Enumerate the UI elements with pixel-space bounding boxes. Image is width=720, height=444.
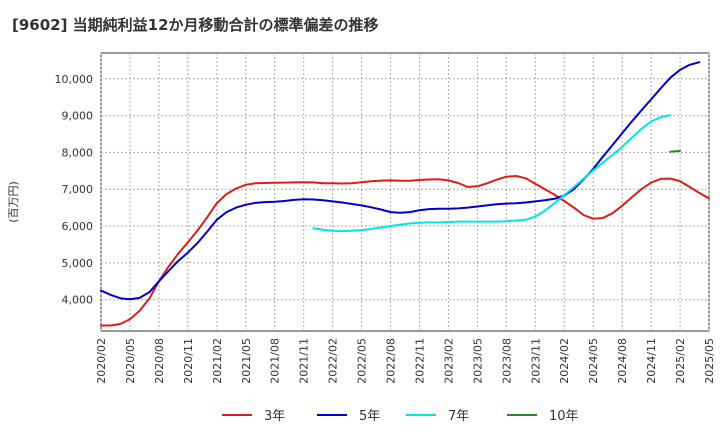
x-tick-label: 2023/11 bbox=[529, 338, 542, 384]
y-tick-label: 7,000 bbox=[62, 183, 94, 196]
y-tick-label: 10,000 bbox=[55, 73, 94, 86]
y-tick-label: 8,000 bbox=[62, 146, 94, 159]
series-line-5年 bbox=[100, 61, 701, 301]
series-line-10年 bbox=[669, 149, 681, 153]
plot-area bbox=[100, 52, 710, 332]
x-tick-label: 2025/02 bbox=[674, 338, 687, 384]
legend: 3年 5年 7年 10年 bbox=[222, 409, 579, 424]
x-tick-label: 2022/11 bbox=[413, 338, 426, 384]
y-axis-ticks: 4,000 5,000 6,000 7,000 8,000 9,000 10,000 bbox=[55, 73, 94, 307]
x-tick-label: 2021/08 bbox=[269, 338, 282, 384]
series-lines bbox=[100, 61, 710, 327]
x-tick-label: 2021/05 bbox=[240, 338, 253, 384]
chart-title: [9602] 当期純利益12か月移動合計の標準偏差の推移 bbox=[12, 16, 379, 34]
legend-label: 5年 bbox=[359, 409, 380, 424]
y-tick-label: 6,000 bbox=[62, 220, 94, 233]
x-tick-label: 2020/08 bbox=[153, 338, 166, 384]
x-tick-label: 2023/08 bbox=[500, 338, 513, 384]
gridlines bbox=[100, 53, 710, 331]
x-tick-label: 2024/02 bbox=[558, 338, 571, 384]
series-line-7年 bbox=[312, 114, 672, 233]
x-axis-ticks: 2020/02 2020/05 2020/08 2020/11 2021/02 2021/… bbox=[95, 338, 716, 384]
x-tick-label: 2022/05 bbox=[356, 338, 369, 384]
x-tick-label: 2022/02 bbox=[327, 338, 340, 384]
y-tick-label: 4,000 bbox=[62, 294, 94, 307]
legend-label: 3年 bbox=[264, 409, 285, 424]
legend-label: 10年 bbox=[549, 409, 579, 424]
x-tick-label: 2024/11 bbox=[645, 338, 658, 384]
x-tick-label: 2021/11 bbox=[298, 338, 311, 384]
x-tick-label: 2021/02 bbox=[211, 338, 224, 384]
x-tick-label: 2023/05 bbox=[471, 338, 484, 384]
y-tick-label: 5,000 bbox=[62, 257, 94, 270]
y-tick-label: 9,000 bbox=[62, 110, 94, 123]
legend-label: 7年 bbox=[448, 409, 469, 424]
x-tick-label: 2020/11 bbox=[182, 338, 195, 384]
x-tick-label: 2025/05 bbox=[703, 338, 716, 384]
series-line-3年 bbox=[100, 175, 710, 327]
x-tick-label: 2024/05 bbox=[587, 338, 600, 384]
x-tick-label: 2024/08 bbox=[616, 338, 629, 384]
y-axis-label: (百万円) bbox=[7, 181, 20, 223]
x-tick-label: 2020/02 bbox=[95, 338, 108, 384]
x-tick-label: 2023/02 bbox=[442, 338, 455, 384]
x-tick-label: 2020/05 bbox=[124, 338, 137, 384]
x-tick-label: 2022/08 bbox=[385, 338, 398, 384]
